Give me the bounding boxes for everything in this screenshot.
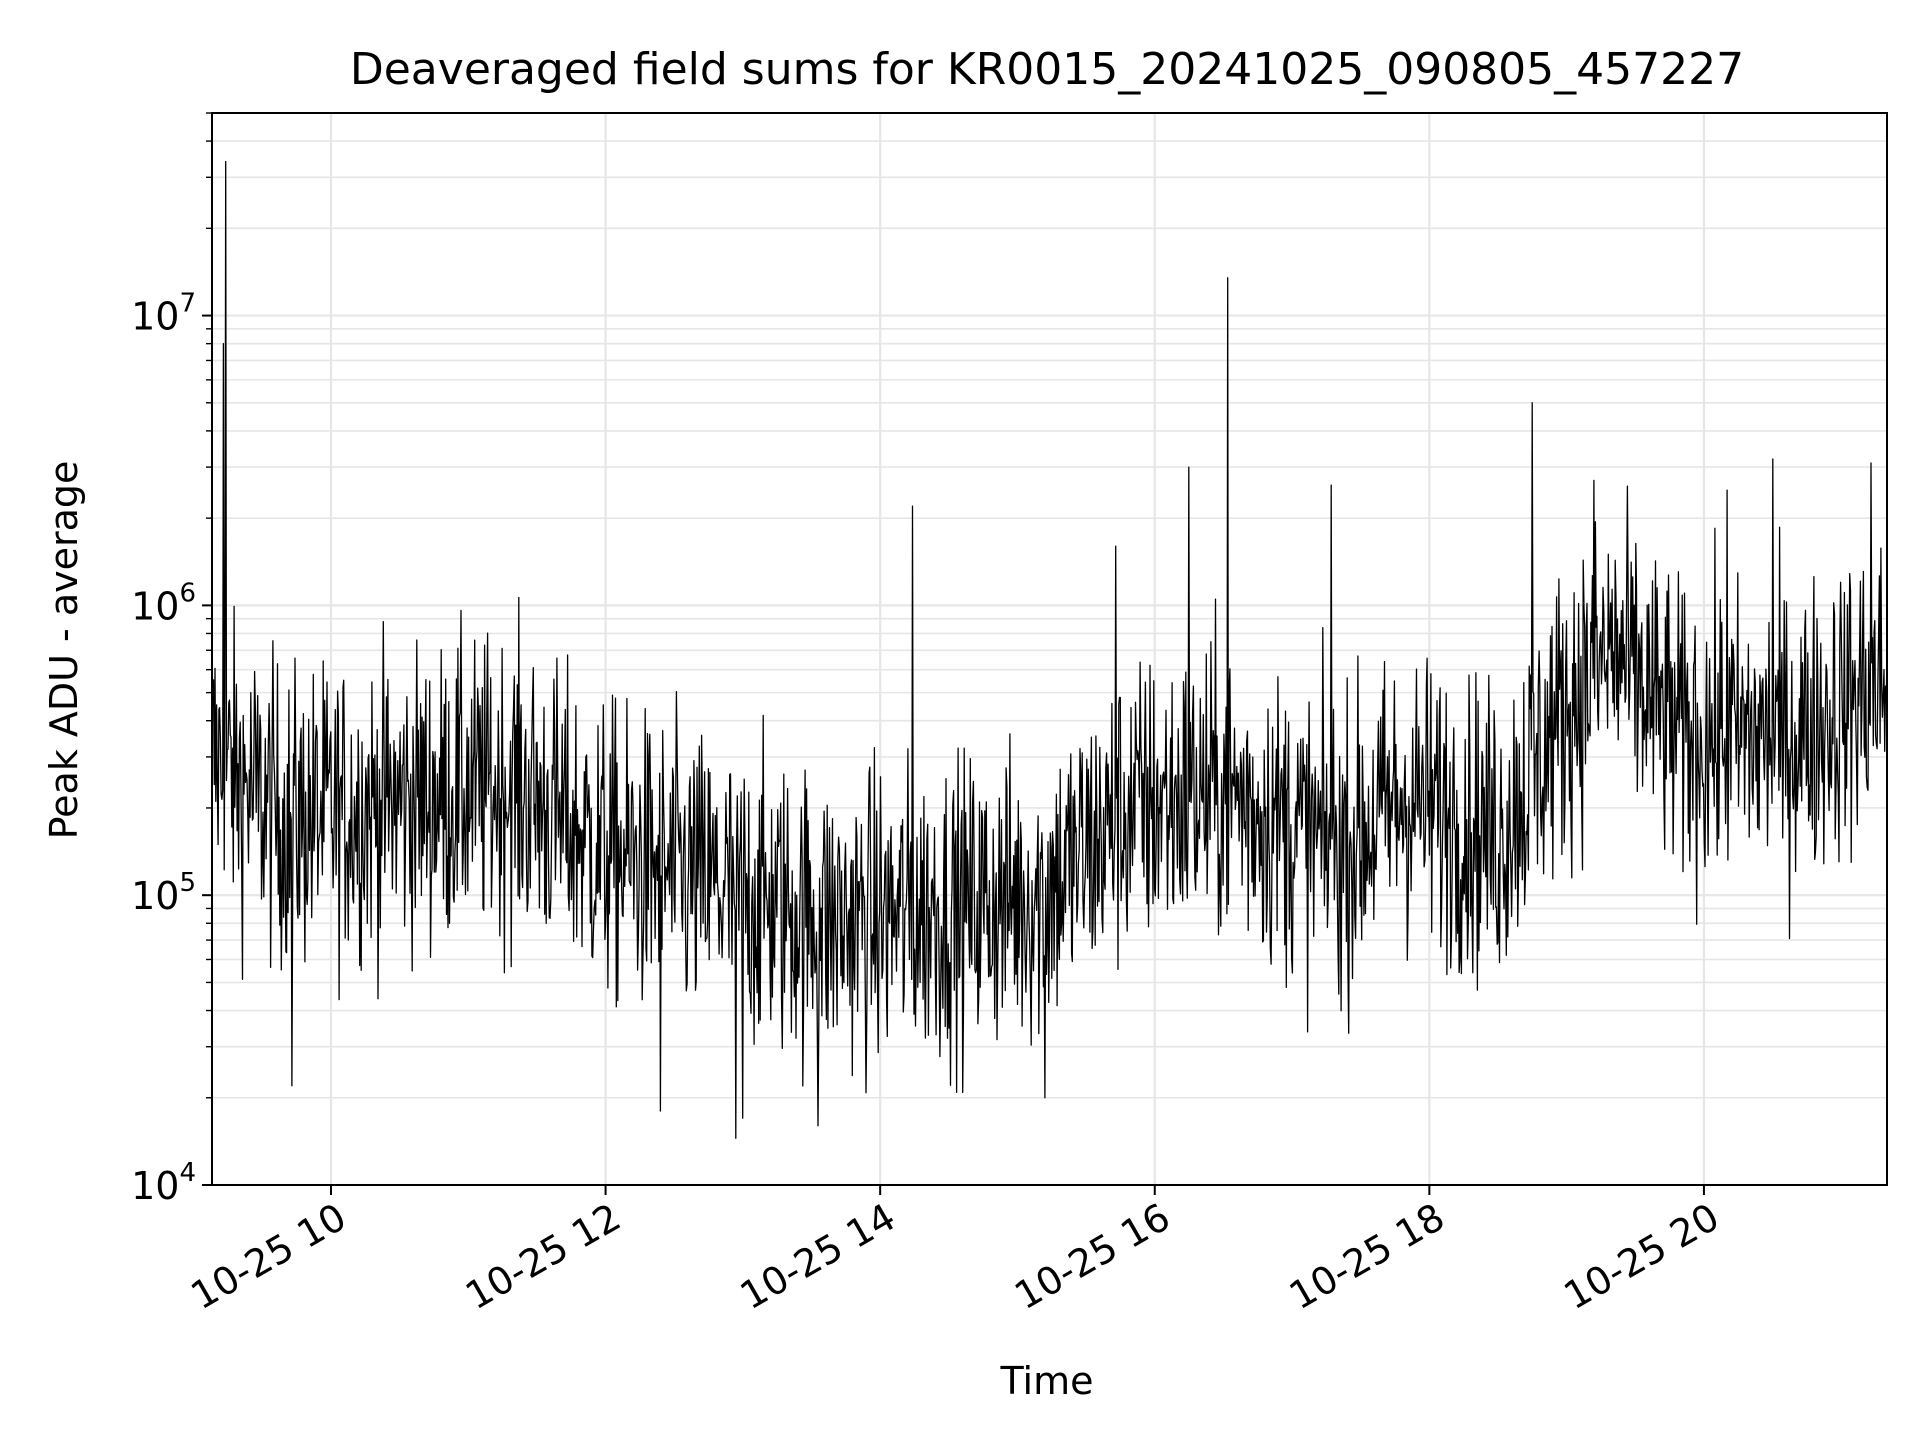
- y-tick-base: 10: [131, 295, 179, 339]
- chart-title: Deaveraged field sums for KR0015_2024102…: [350, 44, 1744, 95]
- series-line: [211, 160, 1888, 1139]
- y-tick-base: 10: [131, 874, 179, 918]
- y-axis-label: Peak ADU - average: [42, 461, 86, 840]
- y-tick-exponent: 4: [179, 1158, 196, 1188]
- y-tick-label: 106: [131, 578, 196, 628]
- y-tick-label: 105: [131, 868, 196, 918]
- y-tick-base: 10: [131, 1164, 179, 1208]
- y-tick-base: 10: [131, 584, 179, 628]
- x-axis-label: Time: [1000, 1359, 1094, 1403]
- plot-frame: [211, 112, 1888, 1186]
- y-tick-exponent: 7: [179, 289, 196, 319]
- series-layer: [211, 160, 1888, 1139]
- y-tick-exponent: 6: [179, 578, 196, 608]
- y-tick-label: 107: [131, 289, 196, 339]
- y-tick-label: 104: [131, 1158, 196, 1208]
- y-tick-exponent: 5: [179, 868, 196, 898]
